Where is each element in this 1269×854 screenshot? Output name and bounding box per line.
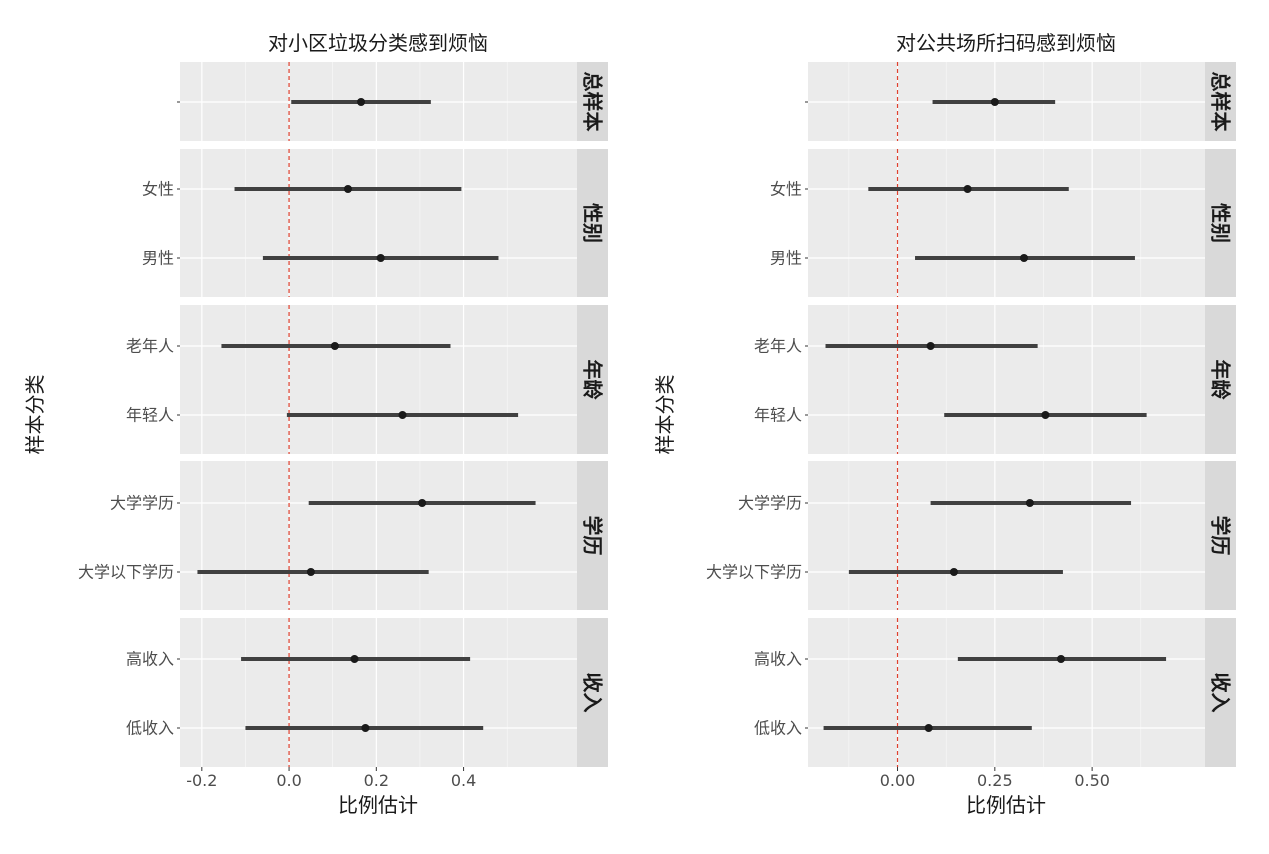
chart-1-x-tick-label: 0.50 — [1074, 771, 1110, 790]
chart-1-x-tick-label: 0.25 — [977, 771, 1013, 790]
chart-1-facet-label-1: 性别 — [1209, 203, 1233, 243]
chart-1-point — [924, 724, 933, 732]
chart-0-strip-3 — [577, 461, 608, 610]
chart-1-x-axis-label: 比例估计 — [966, 793, 1046, 817]
chart-1-point — [1020, 254, 1029, 262]
chart-0-x-tick-label: 0.0 — [276, 771, 301, 790]
chart-0-x-tick-label: -0.2 — [186, 771, 217, 790]
chart-0-facet-label-3: 学历 — [581, 516, 605, 556]
chart-1-panel-3 — [808, 461, 1205, 610]
chart-0-category-label: 年轻人 — [126, 406, 174, 425]
chart-1-point — [949, 568, 958, 576]
chart-1-point — [1025, 499, 1034, 507]
chart-1-point — [1056, 655, 1065, 663]
chart-0-strip-4 — [577, 618, 608, 767]
chart-0-title: 对小区垃圾分类感到烦恼 — [268, 31, 488, 55]
chart-0-facet-label-1: 性别 — [581, 203, 605, 243]
chart-0-point — [418, 499, 427, 507]
chart-1-category-label: 大学以下学历 — [706, 563, 802, 582]
chart-0-strip-0 — [577, 62, 608, 141]
chart-1-category-label: 男性 — [770, 249, 802, 268]
chart-0-point — [306, 568, 315, 576]
chart-0-point — [350, 655, 359, 663]
chart-0-panel-1 — [180, 149, 577, 297]
chart-0-category-label: 高收入 — [126, 650, 174, 669]
chart-1-category-label: 高收入 — [754, 650, 802, 669]
chart-1-category-label: 低收入 — [754, 719, 802, 738]
chart-1-strip-1 — [1205, 149, 1236, 297]
chart-1-category-label: 年轻人 — [754, 406, 802, 425]
chart-0-facet-label-4: 收入 — [581, 673, 605, 713]
chart-0-point — [357, 98, 366, 106]
chart-1-point — [963, 185, 972, 193]
chart-0-x-tick-label: 0.4 — [451, 771, 476, 790]
chart-1-x-tick-label: 0.00 — [880, 771, 916, 790]
chart-1-facet-label-2: 年龄 — [1209, 360, 1233, 401]
chart-1-category-label: 女性 — [770, 180, 802, 199]
chart-0-point — [361, 724, 370, 732]
chart-0-x-tick-label: 0.2 — [364, 771, 389, 790]
chart-0-point — [343, 185, 352, 193]
chart-0-facet-label-2: 年龄 — [581, 360, 605, 401]
chart-0-point — [330, 342, 339, 350]
chart-1-point — [1041, 411, 1050, 419]
chart-1-strip-3 — [1205, 461, 1236, 610]
chart-0-category-label: 男性 — [142, 249, 174, 268]
chart-0-category-label: 大学以下学历 — [78, 563, 174, 582]
chart-0-facet-label-0: 总样本 — [581, 72, 605, 132]
chart-0-y-axis-label: 样本分类 — [23, 375, 47, 455]
chart-1-category-label: 老年人 — [754, 337, 802, 356]
chart-0-category-label: 低收入 — [126, 719, 174, 738]
chart-1-panel-1 — [808, 149, 1205, 297]
chart-1-strip-0 — [1205, 62, 1236, 141]
chart-1-facet-label-3: 学历 — [1209, 516, 1233, 556]
chart-1-strip-4 — [1205, 618, 1236, 767]
chart-0-category-label: 大学学历 — [110, 494, 174, 513]
chart-0-category-label: 老年人 — [126, 337, 174, 356]
chart-1-facet-label-0: 总样本 — [1209, 72, 1233, 132]
chart-1-panel-4 — [808, 618, 1205, 767]
chart-1-y-axis-label: 样本分类 — [653, 375, 677, 455]
chart-0-strip-1 — [577, 149, 608, 297]
chart-1-strip-2 — [1205, 305, 1236, 454]
chart-1-category-label: 大学学历 — [738, 494, 802, 513]
chart-0-panel-4 — [180, 618, 577, 767]
chart-0-point — [398, 411, 407, 419]
chart-0-strip-2 — [577, 305, 608, 454]
chart-0-panel-2 — [180, 305, 577, 454]
chart-1-facet-label-4: 收入 — [1209, 673, 1233, 713]
chart-0-point — [376, 254, 385, 262]
chart-1-panel-2 — [808, 305, 1205, 454]
chart-0-panel-3 — [180, 461, 577, 610]
chart-0-category-label: 女性 — [142, 180, 174, 199]
chart-0-x-axis-label: 比例估计 — [338, 793, 418, 817]
chart-1-point — [926, 342, 935, 350]
chart-1-point — [990, 98, 999, 106]
chart-1-title: 对公共场所扫码感到烦恼 — [896, 31, 1116, 55]
